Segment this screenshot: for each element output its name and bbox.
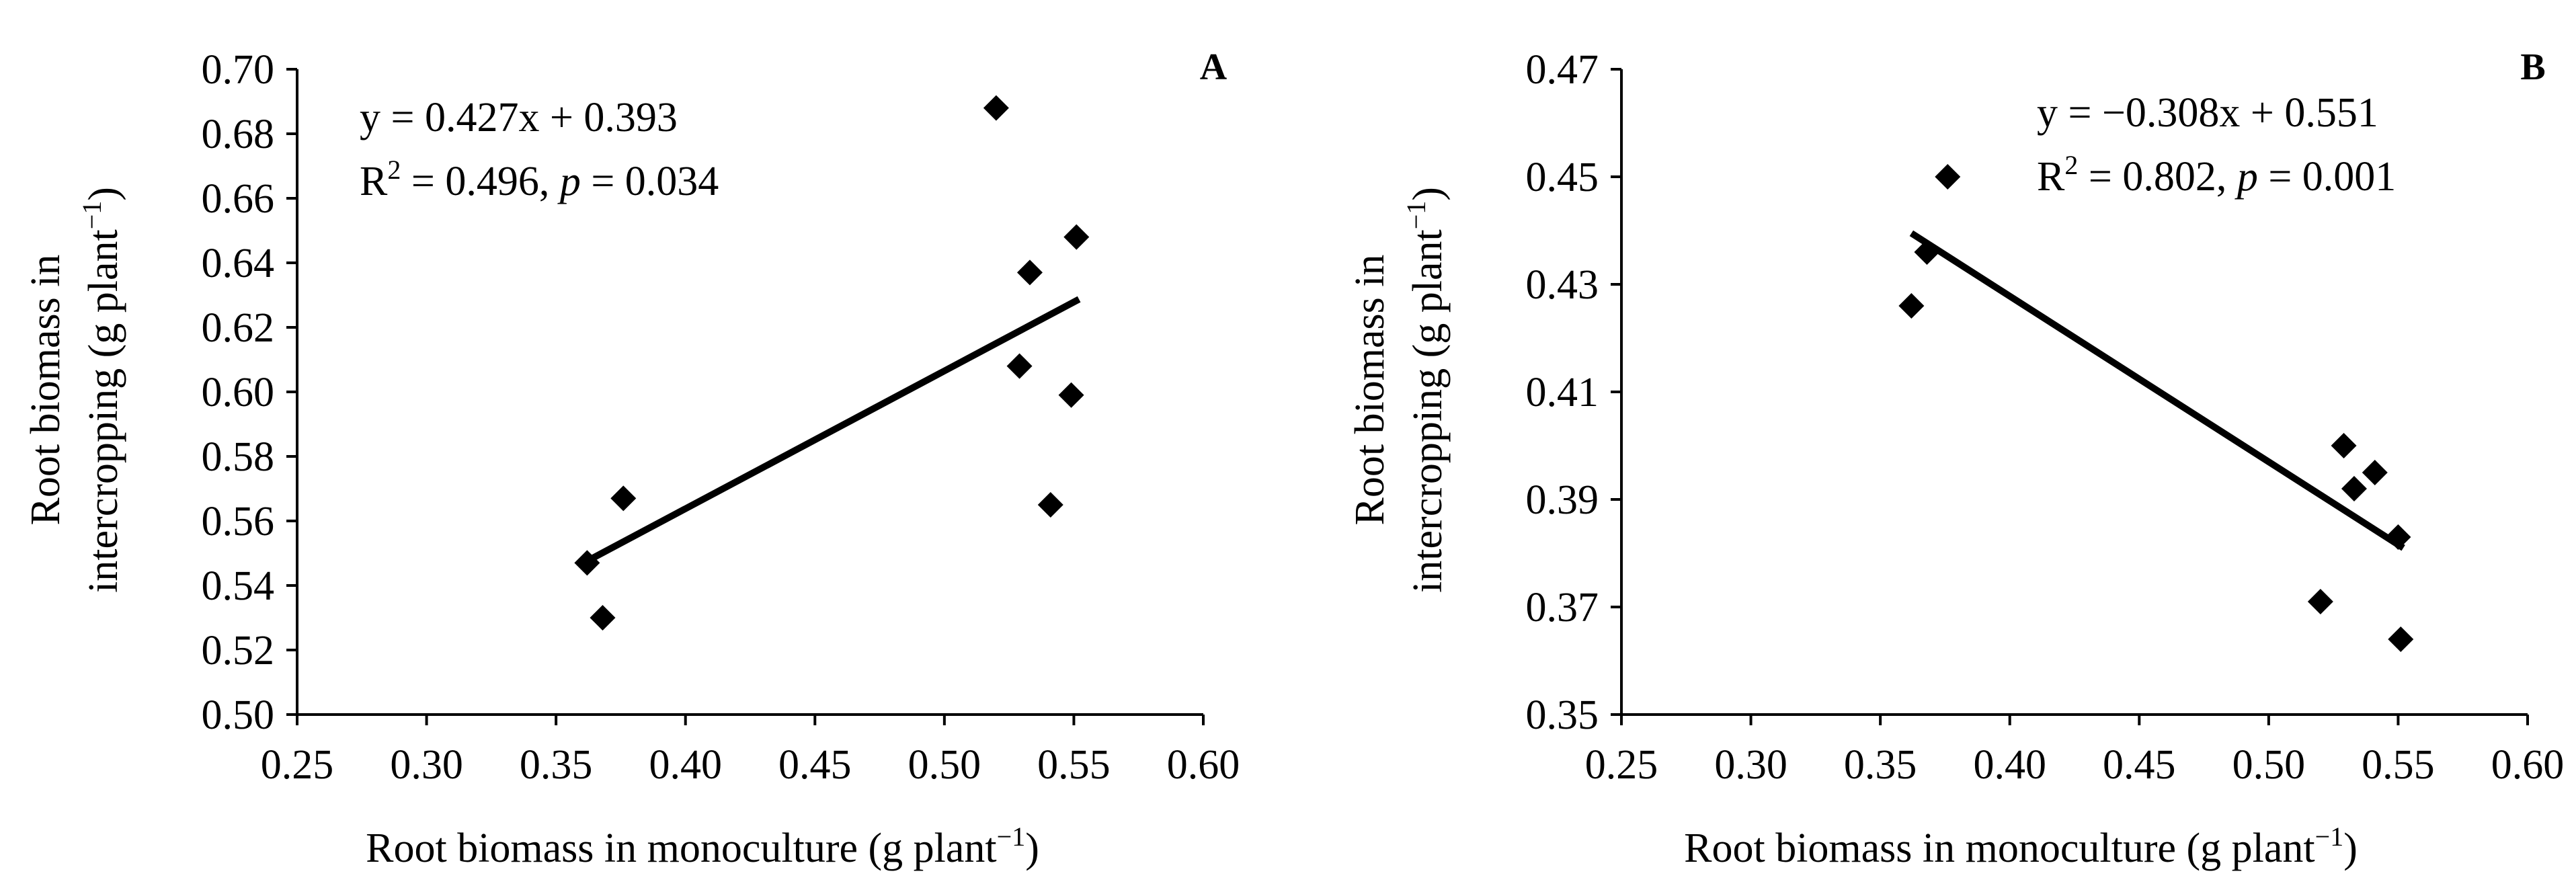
- panel-a-x-axis-title: Root biomass in monoculture (g plant−1): [366, 821, 1039, 871]
- panel-b-equation: y = −0.308x + 0.551: [2037, 90, 2378, 136]
- panel-a-equation: y = 0.427x + 0.393: [360, 95, 678, 140]
- panel-a-y-tick-label: 0.60: [202, 370, 275, 415]
- panel-a-ylabel-line1: Root biomass in: [23, 254, 69, 525]
- panel-b-ylabel-line2-end: ): [1405, 187, 1451, 201]
- panel-a-x-tick-label: 0.50: [908, 742, 981, 788]
- panel-b-data-point: [1914, 239, 1940, 265]
- panel-a-xlabel-sup: −1: [997, 821, 1026, 852]
- panel-b-x-tick-label: 0.45: [2103, 742, 2176, 788]
- panel-a-y-tick-label: 0.54: [202, 563, 275, 609]
- panel-b-letter: B: [2520, 46, 2545, 88]
- panel-a-ylabel-line2-end: ): [81, 187, 126, 201]
- panel-a-x-tick-label: 0.25: [261, 742, 334, 788]
- panel-b-y-axis-title: Root biomass in intercropping (g plant−1…: [1347, 187, 1451, 593]
- panel-b-data-point: [2388, 626, 2414, 652]
- panel-a-y-tick-label: 0.66: [202, 176, 275, 222]
- panel-a-r2-sup: 2: [387, 155, 401, 185]
- panel-b-ylabel-line2-sup: −1: [1401, 201, 1431, 230]
- panel-a-data-point: [1006, 353, 1033, 379]
- panel-a-x-tick-label: 0.45: [778, 742, 852, 788]
- panel-b-xlabel-sup: −1: [2315, 821, 2344, 852]
- panel-b-r2-text: R2 = 0.802, p = 0.001: [2037, 150, 2396, 200]
- panel-a-x-tick-label: 0.35: [520, 742, 593, 788]
- panel-a-y-tick-label: 0.68: [202, 112, 275, 157]
- panel-b-ylabel-line2: intercropping (g plant−1): [1401, 187, 1451, 593]
- panel-a-r2-prefix: R: [360, 159, 388, 204]
- panel-b-data-point: [2307, 589, 2333, 614]
- panel-a-xlabel-main: Root biomass in monoculture (g plant: [366, 825, 997, 871]
- panel-a-x-tick-label: 0.60: [1167, 742, 1240, 788]
- panel-a-x-tick-label: 0.30: [390, 742, 463, 788]
- panel-b-r2-sup: 2: [2064, 150, 2078, 180]
- panel-b-x-tick-label: 0.60: [2491, 742, 2565, 788]
- panel-b-data-point: [2362, 460, 2388, 485]
- panel-b-y-tick-label: 0.39: [1526, 477, 1599, 523]
- panel-b: 0.35 0.37 0.39 0.41 0.43 0.45 0.47 0.25 0.30 0.35…: [1347, 46, 2564, 871]
- panel-a-x-tick-label: 0.55: [1037, 742, 1111, 788]
- panel-b-data-point: [1935, 164, 1961, 190]
- panel-b-y-tick-label: 0.43: [1526, 262, 1599, 308]
- panel-a-y-axis-title: Root biomass in intercropping (g plant−1…: [23, 187, 126, 593]
- panel-a-y-tick-label: 0.62: [202, 305, 275, 351]
- panel-b-r2-prefix: R: [2037, 154, 2065, 200]
- panel-b-data-point: [2331, 433, 2357, 458]
- panel-a-data-point: [590, 605, 616, 631]
- panel-b-p-symbol: p: [2235, 154, 2258, 200]
- panel-a-y-tick-label: 0.52: [202, 628, 275, 674]
- panel-b-ylabel-line2-main: intercropping (g plant: [1405, 229, 1451, 593]
- panel-a-data-point: [1063, 224, 1090, 250]
- panel-b-x-axis-title: Root biomass in monoculture (g plant−1): [1684, 821, 2358, 871]
- panel-b-data-point: [2341, 476, 2367, 501]
- panel-b-data-point: [2385, 524, 2411, 550]
- panel-a-ylabel-line2: intercropping (g plant−1): [77, 187, 126, 593]
- panel-a-data-point: [1037, 492, 1063, 518]
- panel-a-p-symbol: p: [557, 159, 581, 204]
- panel-a-y-tick-label: 0.58: [202, 434, 275, 480]
- panel-b-x-tick-label: 0.55: [2362, 742, 2435, 788]
- panel-b-data-point: [1898, 293, 1925, 319]
- panel-a-r2-text: R2 = 0.496, p = 0.034: [360, 155, 719, 204]
- panel-a-y-tick-label: 0.64: [202, 241, 275, 286]
- panel-b-plot-area: 0.35 0.37 0.39 0.41 0.43 0.45 0.47 0.25 0.30 0.35…: [1526, 47, 2565, 788]
- panel-b-y-tick-label: 0.45: [1526, 155, 1599, 200]
- panel-a-trendline: [586, 296, 1081, 565]
- panel-a-ylabel-line2-sup: −1: [77, 201, 107, 230]
- panel-b-ylabel-line1: Root biomass in: [1347, 254, 1393, 525]
- panel-b-xlabel-end: ): [2343, 825, 2358, 871]
- panel-b-y-tick-label: 0.41: [1526, 370, 1599, 415]
- panel-a-ylabel-line2-main: intercropping (g plant: [81, 229, 126, 593]
- panel-a-y-tick-label: 0.50: [202, 692, 275, 738]
- panel-a-xlabel-end: ): [1025, 825, 1039, 871]
- panel-b-p-rest: = 0.001: [2258, 154, 2396, 200]
- panel-a-plot-area: 0.50 0.52 0.54 0.56 0.58 0.60 0.62 0.64 0.66 0.68…: [202, 47, 1240, 788]
- panel-a: 0.50 0.52 0.54 0.56 0.58 0.60 0.62 0.64 0.66 0.68…: [23, 46, 1240, 871]
- panel-b-x-tick-label: 0.35: [1844, 742, 1917, 788]
- panel-b-r2-rest: = 0.802,: [2078, 154, 2237, 200]
- panel-b-xlabel-main: Root biomass in monoculture (g plant: [1684, 825, 2315, 871]
- panel-b-x-tick-label: 0.25: [1585, 742, 1658, 788]
- panel-b-trendline: [1909, 230, 2405, 551]
- panel-a-data-point: [1058, 382, 1084, 408]
- panel-b-x-tick-label: 0.30: [1714, 742, 1787, 788]
- panel-b-y-tick-label: 0.35: [1526, 692, 1599, 738]
- panel-a-letter: A: [1200, 46, 1227, 88]
- panel-a-y-tick-label: 0.70: [202, 47, 275, 93]
- panel-b-x-tick-label: 0.50: [2232, 742, 2306, 788]
- panel-b-x-tick-label: 0.40: [1973, 742, 2046, 788]
- panel-a-data-point: [983, 95, 1009, 121]
- panel-a-x-tick-label: 0.40: [649, 742, 722, 788]
- panel-b-y-tick-label: 0.37: [1526, 585, 1599, 631]
- panel-a-data-point: [574, 550, 600, 576]
- panel-a-data-point: [610, 485, 637, 512]
- panel-a-y-tick-label: 0.56: [202, 499, 275, 544]
- panel-a-data-point: [1016, 259, 1043, 286]
- panel-a-p-rest: = 0.034: [581, 159, 719, 204]
- panel-b-y-tick-label: 0.47: [1526, 47, 1599, 93]
- panel-a-r2-rest: = 0.496,: [401, 159, 559, 204]
